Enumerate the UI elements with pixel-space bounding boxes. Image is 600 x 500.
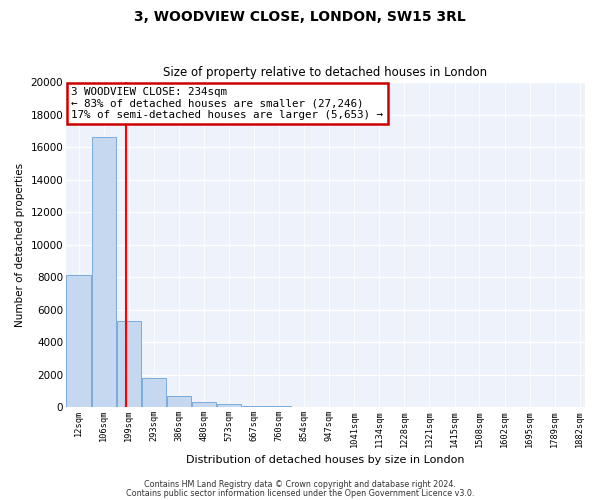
Bar: [116, 321, 141, 407]
Title: Size of property relative to detached houses in London: Size of property relative to detached ho…: [163, 66, 488, 80]
Bar: [192, 402, 216, 407]
Text: 3 WOODVIEW CLOSE: 234sqm
← 83% of detached houses are smaller (27,246)
17% of se: 3 WOODVIEW CLOSE: 234sqm ← 83% of detach…: [71, 87, 383, 120]
Text: Contains public sector information licensed under the Open Government Licence v3: Contains public sector information licen…: [126, 488, 474, 498]
Text: 3, WOODVIEW CLOSE, LONDON, SW15 3RL: 3, WOODVIEW CLOSE, LONDON, SW15 3RL: [134, 10, 466, 24]
Bar: [217, 404, 241, 407]
Bar: [67, 276, 91, 407]
Y-axis label: Number of detached properties: Number of detached properties: [15, 162, 25, 326]
Bar: [142, 378, 166, 407]
Bar: [167, 396, 191, 407]
X-axis label: Distribution of detached houses by size in London: Distribution of detached houses by size …: [186, 455, 465, 465]
Bar: [92, 138, 116, 407]
Bar: [267, 406, 291, 407]
Bar: [242, 406, 266, 407]
Text: Contains HM Land Registry data © Crown copyright and database right 2024.: Contains HM Land Registry data © Crown c…: [144, 480, 456, 489]
